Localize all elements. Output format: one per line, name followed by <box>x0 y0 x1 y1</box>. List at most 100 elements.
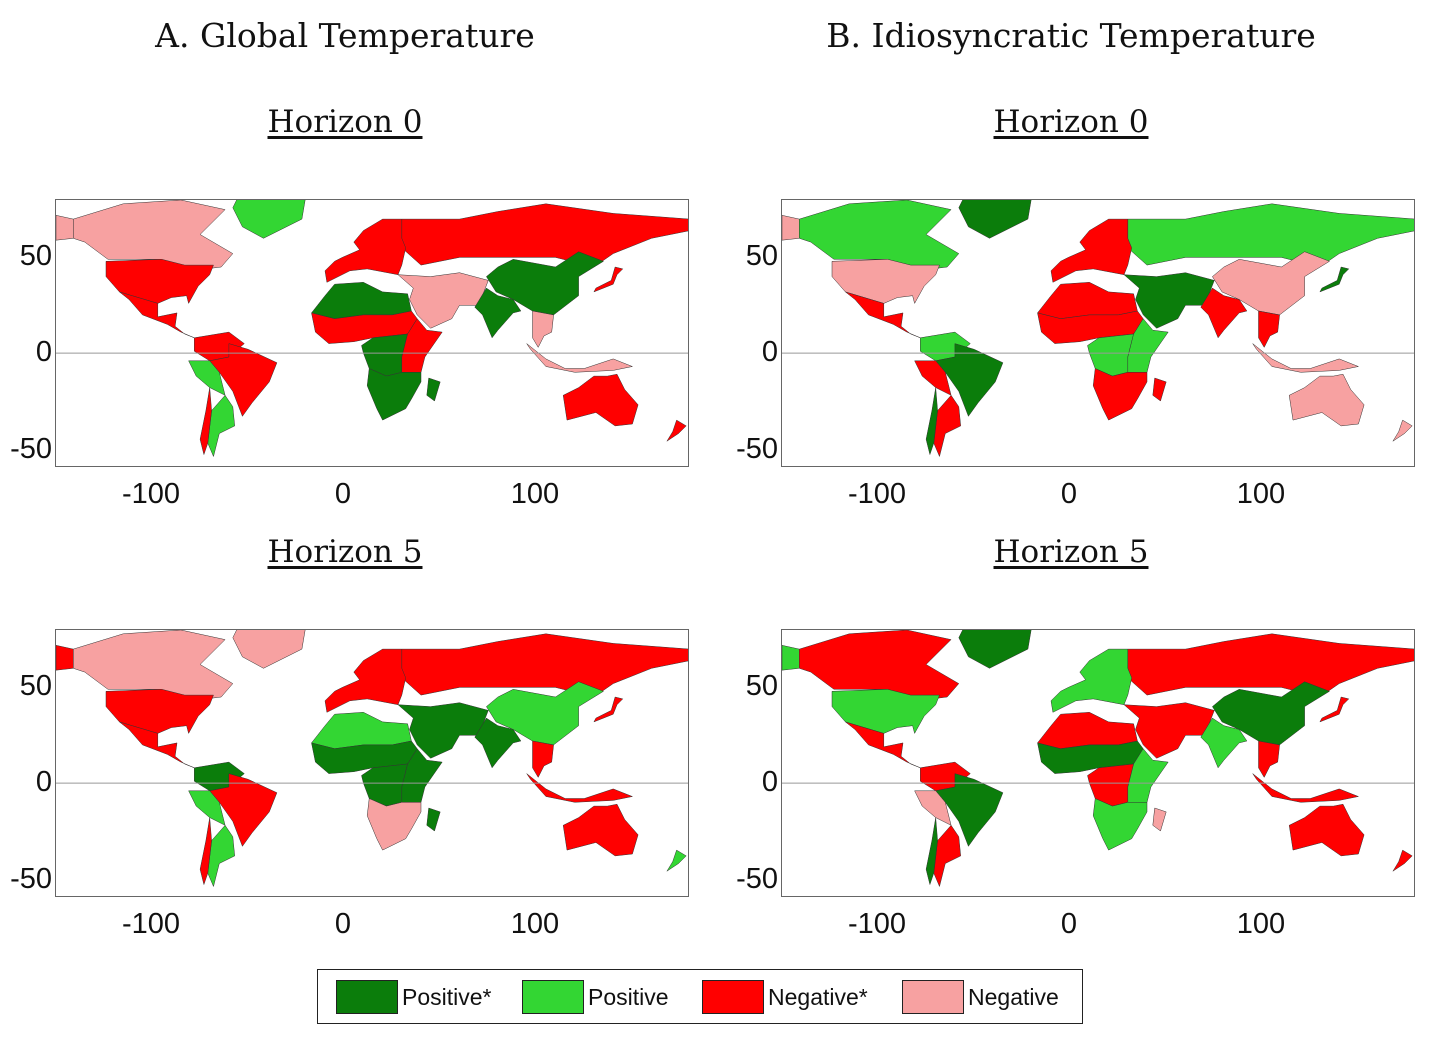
region-central-africa <box>1087 763 1134 807</box>
region-southern-africa <box>1092 368 1148 421</box>
region-brazil <box>935 343 1004 417</box>
region-southeast-asia <box>532 740 554 778</box>
panel-a-title: A. Global Temperature <box>155 16 535 55</box>
region-middle-east <box>1123 272 1215 329</box>
legend-swatch <box>702 980 764 1014</box>
region-indonesia <box>526 343 634 373</box>
y-tick-label: 0 <box>761 336 778 368</box>
region-indonesia <box>1252 773 1360 803</box>
region-new-zealand <box>666 419 687 442</box>
legend-label: Negative <box>968 983 1059 1010</box>
y-tick-label: 50 <box>19 240 52 272</box>
map-global-horizon-0 <box>55 199 689 467</box>
x-tick-label: -100 <box>121 478 181 510</box>
region-new-zealand <box>1392 419 1413 442</box>
x-tick-label: -100 <box>847 478 907 510</box>
region-russia <box>401 633 688 698</box>
region-japan <box>1319 266 1350 293</box>
region-greenland <box>958 200 1032 239</box>
y-tick-label: -50 <box>10 433 52 465</box>
region-chile <box>925 387 938 456</box>
region-greenland <box>232 200 306 239</box>
region-middle-east <box>1123 702 1215 759</box>
panel-b-horizon-5-title: Horizon 5 <box>993 534 1149 570</box>
region-india <box>474 717 522 769</box>
panel-b-horizon-0-title: Horizon 0 <box>993 104 1149 140</box>
x-tick-label: 100 <box>1236 908 1286 940</box>
region-chile <box>199 817 212 886</box>
region-usa <box>105 259 214 305</box>
x-tick-label: 0 <box>334 908 352 940</box>
region-east-africa <box>1127 318 1169 373</box>
x-tick-label: 0 <box>1060 478 1078 510</box>
legend-item-positive: Positive <box>522 979 669 1015</box>
region-southern-africa <box>366 798 422 851</box>
region-canada <box>799 630 960 702</box>
y-tick-label: 0 <box>35 766 52 798</box>
y-tick-label: 50 <box>745 240 778 272</box>
region-central-africa <box>361 763 408 807</box>
region-russia <box>1127 203 1414 268</box>
region-india <box>1200 717 1248 769</box>
legend-item-positive-significant: Positive* <box>336 979 491 1015</box>
map-legend: Positive* Positive Negative* Negative <box>317 969 1083 1024</box>
region-alaska <box>56 215 74 241</box>
region-canada <box>73 200 234 272</box>
region-indonesia <box>526 773 634 803</box>
region-east-africa <box>401 318 443 373</box>
y-tick-label: 0 <box>35 336 52 368</box>
x-tick-label: 100 <box>1236 478 1286 510</box>
region-brazil <box>209 343 278 417</box>
region-argentina <box>207 824 235 888</box>
region-greenland <box>232 630 306 669</box>
region-russia <box>401 203 688 268</box>
region-argentina <box>933 394 961 458</box>
map-idiosyncratic-horizon-0 <box>781 199 1415 467</box>
region-india <box>474 287 522 339</box>
region-usa <box>105 689 214 735</box>
map-global-horizon-5 <box>55 629 689 897</box>
region-alaska <box>56 645 74 671</box>
x-tick-label: -100 <box>847 908 907 940</box>
region-brazil <box>209 773 278 847</box>
region-japan <box>593 696 624 723</box>
region-alaska <box>782 645 800 671</box>
region-india <box>1200 287 1248 339</box>
y-tick-label: 0 <box>761 766 778 798</box>
region-indonesia <box>1252 343 1360 373</box>
region-canada <box>799 200 960 272</box>
region-southern-africa <box>366 368 422 421</box>
region-japan <box>593 266 624 293</box>
region-middle-east <box>397 272 489 329</box>
region-madagascar <box>426 807 441 832</box>
y-tick-label: -50 <box>736 433 778 465</box>
legend-label: Positive <box>588 983 669 1010</box>
region-mexico-central <box>119 721 195 769</box>
x-tick-label: 100 <box>510 908 560 940</box>
region-madagascar <box>426 377 441 402</box>
region-north-africa <box>311 282 412 319</box>
region-argentina <box>207 394 235 458</box>
region-new-zealand <box>666 849 687 872</box>
region-new-zealand <box>1392 849 1413 872</box>
region-mexico-central <box>845 721 921 769</box>
region-usa <box>831 259 940 305</box>
region-southeast-asia <box>1258 310 1280 348</box>
region-europe <box>1050 218 1132 283</box>
region-mexico-central <box>119 291 195 339</box>
region-north-africa <box>1037 712 1138 749</box>
region-north-africa <box>1037 282 1138 319</box>
region-madagascar <box>1152 807 1167 832</box>
region-southeast-asia <box>532 310 554 348</box>
region-brazil <box>935 773 1004 847</box>
legend-swatch <box>336 980 398 1014</box>
region-madagascar <box>1152 377 1167 402</box>
region-mexico-central <box>845 291 921 339</box>
y-tick-label: -50 <box>736 863 778 895</box>
region-argentina <box>933 824 961 888</box>
y-tick-label: 50 <box>19 670 52 702</box>
panel-a-horizon-5-title: Horizon 5 <box>267 534 423 570</box>
x-tick-label: 0 <box>1060 908 1078 940</box>
region-australia <box>562 373 639 427</box>
panel-a-horizon-0-title: Horizon 0 <box>267 104 423 140</box>
